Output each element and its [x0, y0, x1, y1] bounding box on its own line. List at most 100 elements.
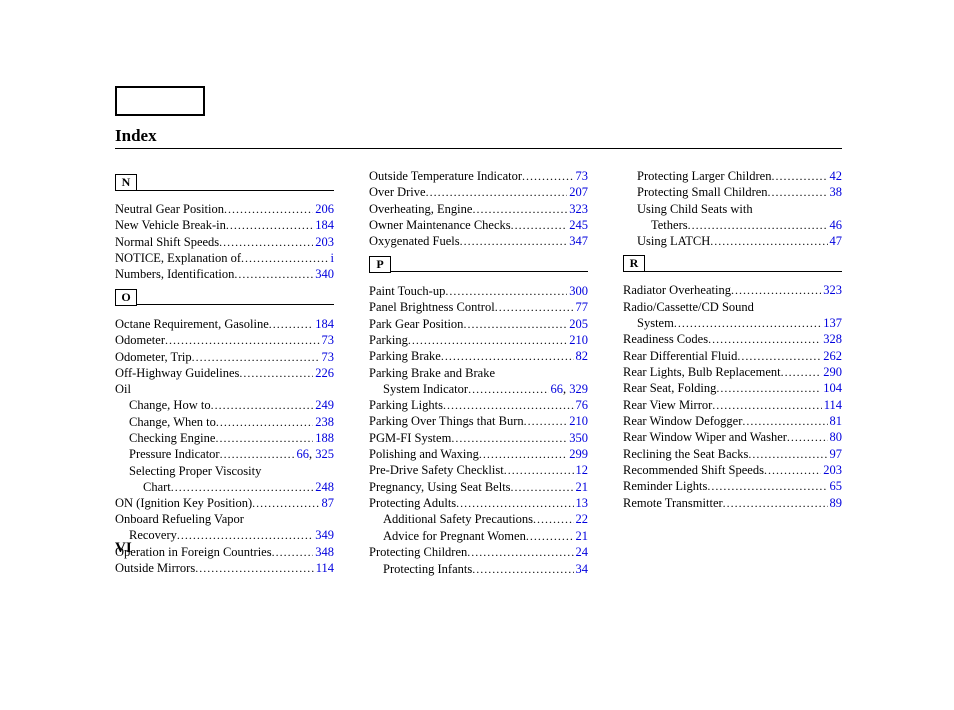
page-link[interactable]: 66 — [297, 447, 310, 461]
page-link[interactable]: 226 — [315, 366, 334, 380]
page-link[interactable]: 82 — [576, 349, 589, 363]
page-link[interactable]: 323 — [569, 202, 588, 216]
page-link[interactable]: 348 — [315, 545, 334, 559]
index-entry-pages[interactable]: 12 — [574, 462, 589, 478]
page-link[interactable]: 184 — [315, 317, 334, 331]
page-link[interactable]: 184 — [315, 218, 334, 232]
index-entry-pages[interactable]: 248 — [313, 479, 334, 495]
index-entry-pages[interactable]: 137 — [821, 315, 842, 331]
page-link[interactable]: 89 — [830, 496, 843, 510]
page-link[interactable]: 210 — [569, 333, 588, 347]
index-entry-pages[interactable]: 24 — [574, 544, 589, 560]
page-link[interactable]: 290 — [823, 365, 842, 379]
index-entry-pages[interactable]: 38 — [828, 184, 843, 200]
index-entry-pages[interactable]: 203 — [821, 462, 842, 478]
index-entry-pages[interactable]: 65 — [828, 478, 843, 494]
page-link[interactable]: 87 — [322, 496, 335, 510]
index-entry-pages[interactable]: 249 — [313, 397, 334, 413]
index-entry-pages[interactable]: 13 — [574, 495, 589, 511]
index-entry-pages[interactable]: 188 — [313, 430, 334, 446]
page-link[interactable]: 21 — [576, 480, 589, 494]
page-link[interactable]: 73 — [322, 350, 335, 364]
page-link[interactable]: 248 — [315, 480, 334, 494]
index-entry-pages[interactable]: 21 — [574, 479, 589, 495]
index-entry-pages[interactable]: 323 — [821, 282, 842, 298]
page-link[interactable]: 210 — [569, 414, 588, 428]
index-entry-pages[interactable]: 226 — [313, 365, 334, 381]
index-entry-pages[interactable]: 348 — [313, 544, 334, 560]
page-link[interactable]: 38 — [830, 185, 843, 199]
page-link[interactable]: 203 — [315, 235, 334, 249]
page-link[interactable]: 262 — [823, 349, 842, 363]
index-entry-pages[interactable]: 66, 325 — [295, 446, 335, 462]
index-entry-pages[interactable]: 300 — [567, 283, 588, 299]
index-entry-pages[interactable]: 87 — [320, 495, 335, 511]
page-link[interactable]: 245 — [569, 218, 588, 232]
index-entry-pages[interactable]: 184 — [313, 217, 334, 233]
page-link[interactable]: 349 — [315, 528, 334, 542]
index-entry-pages[interactable]: 76 — [574, 397, 589, 413]
index-entry-pages[interactable]: 299 — [567, 446, 588, 462]
page-link[interactable]: 13 — [576, 496, 589, 510]
page-link[interactable]: 42 — [830, 169, 843, 183]
page-link[interactable]: 350 — [569, 431, 588, 445]
index-entry-pages[interactable]: 73 — [574, 168, 589, 184]
page-link[interactable]: 66 — [551, 382, 564, 396]
page-link[interactable]: 249 — [315, 398, 334, 412]
index-entry-pages[interactable]: 80 — [828, 429, 843, 445]
index-entry-pages[interactable]: 34 — [574, 561, 589, 577]
page-link[interactable]: 329 — [569, 382, 588, 396]
page-link[interactable]: 24 — [576, 545, 589, 559]
page-link[interactable]: 77 — [576, 300, 589, 314]
index-entry-pages[interactable]: 114 — [314, 560, 334, 576]
page-link[interactable]: 12 — [576, 463, 589, 477]
index-entry-pages[interactable]: 323 — [567, 201, 588, 217]
index-entry-pages[interactable]: 347 — [567, 233, 588, 249]
page-link[interactable]: 21 — [576, 529, 589, 543]
page-link[interactable]: 238 — [315, 415, 334, 429]
index-entry-pages[interactable]: 77 — [574, 299, 589, 315]
index-entry-pages[interactable]: 97 — [828, 446, 843, 462]
page-link[interactable]: 137 — [823, 316, 842, 330]
index-entry-pages[interactable]: 89 — [828, 495, 843, 511]
page-link[interactable]: 340 — [315, 267, 334, 281]
index-entry-pages[interactable]: 21 — [574, 528, 589, 544]
page-link[interactable]: 34 — [576, 562, 589, 576]
page-link[interactable]: 46 — [830, 218, 843, 232]
page-link[interactable]: 76 — [576, 398, 589, 412]
page-link[interactable]: 73 — [322, 333, 335, 347]
page-link[interactable]: 206 — [315, 202, 334, 216]
index-entry-pages[interactable]: 47 — [828, 233, 843, 249]
index-entry-pages[interactable]: 262 — [821, 348, 842, 364]
index-entry-pages[interactable]: 205 — [567, 316, 588, 332]
page-link[interactable]: 104 — [823, 381, 842, 395]
index-entry-pages[interactable]: 290 — [821, 364, 842, 380]
page-link[interactable]: 114 — [824, 398, 842, 412]
index-entry-pages[interactable]: 207 — [567, 184, 588, 200]
page-link[interactable]: 205 — [569, 317, 588, 331]
index-entry-pages[interactable]: 340 — [313, 266, 334, 282]
page-link[interactable]: 347 — [569, 234, 588, 248]
index-entry-pages[interactable]: 66, 329 — [549, 381, 589, 397]
page-link[interactable]: 22 — [576, 512, 589, 526]
page-link[interactable]: 65 — [830, 479, 843, 493]
page-link[interactable]: i — [331, 251, 334, 265]
index-entry-pages[interactable]: 82 — [574, 348, 589, 364]
page-link[interactable]: 300 — [569, 284, 588, 298]
index-entry-pages[interactable]: 46 — [828, 217, 843, 233]
page-link[interactable]: 81 — [830, 414, 843, 428]
index-entry-pages[interactable]: 73 — [320, 349, 335, 365]
page-link[interactable]: 325 — [315, 447, 334, 461]
page-link[interactable]: 299 — [569, 447, 588, 461]
page-link[interactable]: 328 — [823, 332, 842, 346]
page-link[interactable]: 73 — [576, 169, 589, 183]
index-entry-pages[interactable]: 210 — [567, 332, 588, 348]
index-entry-pages[interactable]: 114 — [822, 397, 842, 413]
page-link[interactable]: 97 — [830, 447, 843, 461]
index-entry-pages[interactable]: 328 — [821, 331, 842, 347]
page-link[interactable]: 188 — [315, 431, 334, 445]
page-link[interactable]: 80 — [830, 430, 843, 444]
index-entry-pages[interactable]: 104 — [821, 380, 842, 396]
index-entry-pages[interactable]: 81 — [828, 413, 843, 429]
index-entry-pages[interactable]: 349 — [313, 527, 334, 543]
